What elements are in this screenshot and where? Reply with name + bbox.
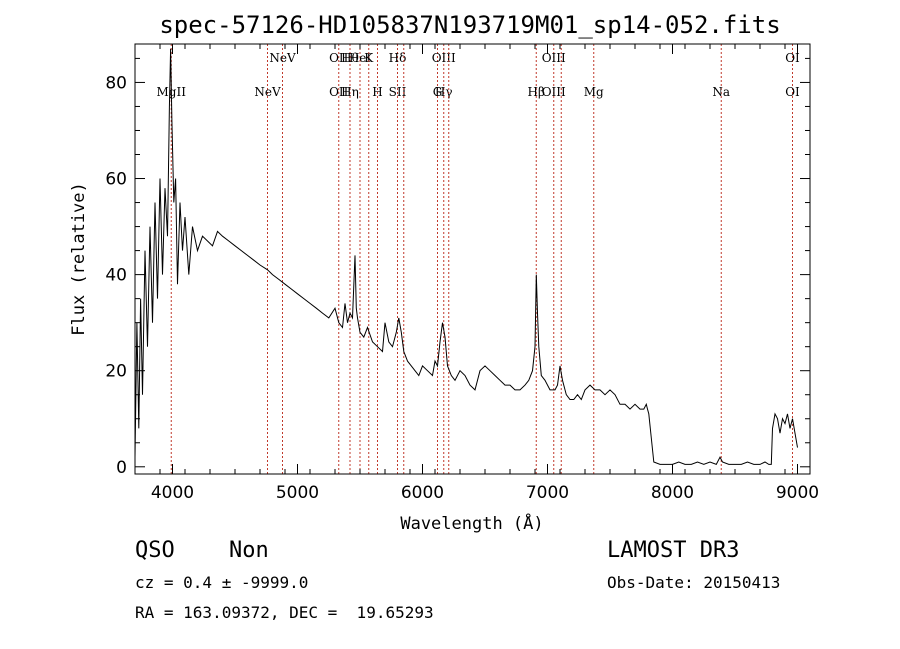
line-marker-label-top: OI: [785, 51, 800, 65]
axis-ticks: 4000 5000 6000 7000 8000 9000 0 20 40 60 80: [105, 44, 819, 503]
line-marker-label-top: K: [364, 51, 374, 65]
obs-date-text: Obs-Date: 20150413: [607, 573, 781, 592]
line-marker-label-bottom: OI: [785, 85, 800, 99]
line-marker-label-top: OII: [329, 51, 349, 65]
y-tick-label: 20: [105, 362, 127, 382]
x-tick-label: 6000: [401, 483, 444, 503]
coordinates-text: RA = 163.09372, DEC = 19.65293: [135, 603, 434, 622]
y-tick-label: 60: [105, 170, 127, 190]
line-marker-label-bottom: Hγ: [435, 85, 453, 99]
line-marker-label-bottom: SII: [389, 85, 407, 99]
line-marker-label-bottom: NeV: [254, 85, 281, 99]
line-marker-label-top: HeI: [349, 51, 372, 65]
line-marker-label-bottom: G: [433, 85, 443, 99]
line-marker-label-top: Hθ: [341, 51, 359, 65]
y-tick-label: 80: [105, 73, 127, 93]
y-tick-label: 40: [105, 266, 127, 286]
y-tick-label: 0: [116, 458, 127, 478]
redshift-text: cz = 0.4 ± -9999.0: [135, 573, 309, 592]
x-tick-label: 5000: [276, 483, 319, 503]
line-marker-label-top: OIII: [432, 51, 456, 65]
y-axis-label: Flux (relative): [69, 182, 89, 336]
x-tick-label: 7000: [526, 483, 569, 503]
line-marker-label-top: OIII: [542, 51, 566, 65]
x-axis-label: Wavelength (Å): [400, 512, 543, 534]
line-marker-label-bottom: OII: [329, 85, 349, 99]
x-tick-label: 8000: [651, 483, 694, 503]
line-marker-label-top: NeV: [269, 51, 296, 65]
object-class: QSO: [135, 538, 175, 563]
survey-label: LAMOST DR3: [607, 538, 740, 563]
line-marker-label-bottom: H: [372, 85, 382, 99]
object-subclass: Non: [229, 538, 269, 563]
line-marker-label-bottom: Mg: [584, 85, 604, 99]
line-marker-label-bottom: Hη: [341, 85, 359, 99]
x-tick-label: 4000: [151, 483, 194, 503]
x-tick-label: 9000: [776, 483, 819, 503]
line-marker-label-bottom: Hβ: [528, 85, 545, 99]
line-marker-label-top: Hδ: [389, 51, 407, 65]
line-marker-label-bottom: OIII: [542, 85, 566, 99]
plot-frame: [134, 43, 811, 475]
chart-title: spec-57126-HD105837N193719M01_sp14-052.f…: [159, 11, 780, 39]
flux-series-line: [134, 48, 798, 466]
line-marker-label-bottom: Na: [712, 85, 730, 99]
